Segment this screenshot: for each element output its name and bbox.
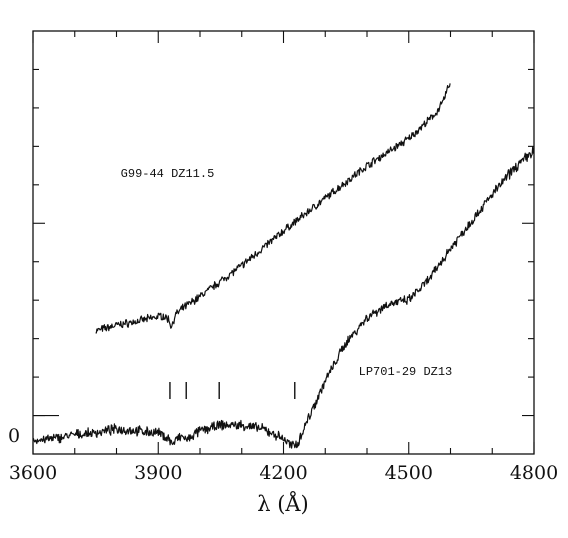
x-tick-label: 4200 [259,462,307,484]
x-tick-label: 4800 [510,462,558,484]
series-label-2: LP701-29 DZ13 [359,365,453,379]
spectrum-line-1 [95,83,451,334]
x-tick-label: 3900 [134,462,182,484]
y-zero-label: 0 [8,425,20,447]
x-axis-title: λ (Å) [257,491,309,516]
series-label-1: G99-44 DZ11.5 [121,167,215,181]
x-tick-label: 3600 [9,462,57,484]
spectrum-line-2 [32,146,535,449]
x-tick-label: 4500 [385,462,433,484]
plot-frame [32,30,535,455]
